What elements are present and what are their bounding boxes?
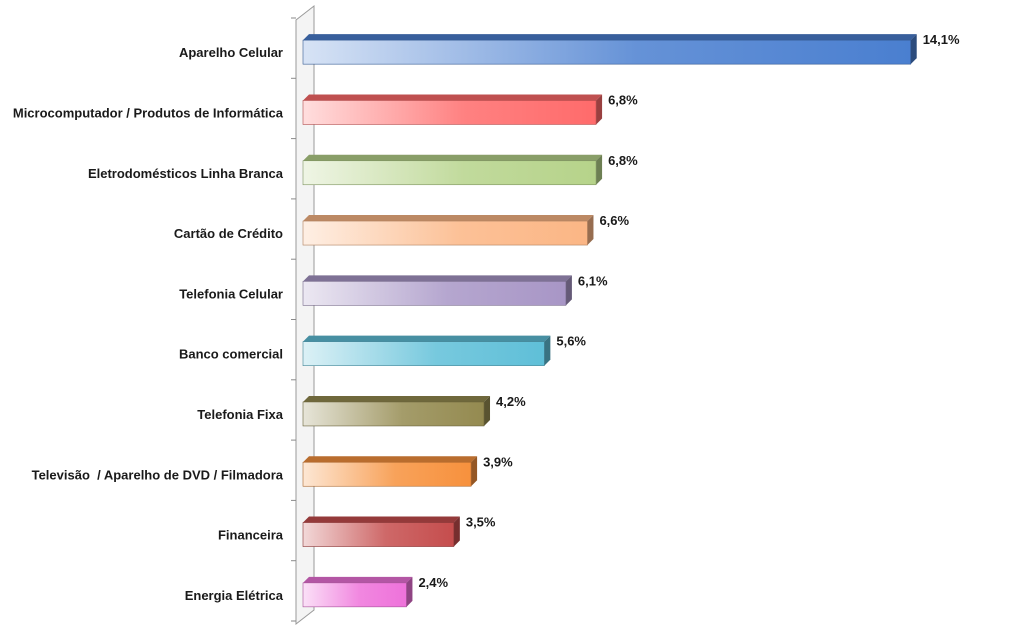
bar-top-face xyxy=(303,34,917,41)
category-label: Cartão de Crédito xyxy=(174,226,283,241)
category-label: Financeira xyxy=(218,528,284,543)
bar-side-face xyxy=(484,395,491,426)
value-label: 5,6% xyxy=(556,334,586,349)
value-label: 6,8% xyxy=(608,92,638,107)
bar-top-face xyxy=(303,395,491,402)
bar-side-face xyxy=(544,335,551,366)
value-label: 6,8% xyxy=(608,153,638,168)
bar xyxy=(302,461,472,487)
bar xyxy=(302,100,597,125)
category-label: Banco comercial xyxy=(179,347,283,362)
bar xyxy=(302,160,597,186)
bar-side-face xyxy=(596,94,603,125)
bar xyxy=(302,522,455,547)
bar-top-face xyxy=(303,275,572,282)
bar-side-face xyxy=(910,34,917,65)
bar xyxy=(302,281,567,306)
category-label: Eletrodomésticos Linha Branca xyxy=(88,166,284,181)
bar-top-face xyxy=(303,456,478,463)
bar-top-face xyxy=(303,215,594,222)
bar xyxy=(302,401,485,427)
labels-group: Aparelho Celular 14,1% Microcomputador / P… xyxy=(13,32,960,603)
bar-top-face xyxy=(303,516,460,523)
category-label: Televisão / Aparelho de DVD / Filmadora xyxy=(32,467,284,482)
bar-top-face xyxy=(303,576,413,583)
bar-side-face xyxy=(565,275,572,306)
bar-top-face xyxy=(303,335,551,342)
bar-top-face xyxy=(303,94,603,101)
bar xyxy=(302,582,407,608)
value-label: 6,6% xyxy=(599,213,629,228)
value-label: 3,5% xyxy=(466,515,496,530)
bar xyxy=(302,220,588,246)
bar xyxy=(302,39,912,65)
value-label: 4,2% xyxy=(496,394,526,409)
value-label: 3,9% xyxy=(483,454,513,469)
bar-side-face xyxy=(587,215,594,246)
category-label: Energia Elétrica xyxy=(185,588,284,603)
value-label: 6,1% xyxy=(578,273,608,288)
bar-side-face xyxy=(596,154,603,185)
bar-side-face xyxy=(406,576,413,607)
value-label: 2,4% xyxy=(418,575,448,590)
bar xyxy=(302,341,545,366)
bar-side-face xyxy=(471,456,478,487)
category-label: Microcomputador / Produtos de Informátic… xyxy=(13,105,284,120)
bar-side-face xyxy=(453,516,460,547)
category-label: Telefonia Fixa xyxy=(197,407,283,422)
category-label: Telefonia Celular xyxy=(179,286,283,301)
bars-group xyxy=(302,34,917,608)
value-label: 14,1% xyxy=(923,32,960,47)
bar-top-face xyxy=(303,154,603,161)
category-label: Aparelho Celular xyxy=(179,45,283,60)
